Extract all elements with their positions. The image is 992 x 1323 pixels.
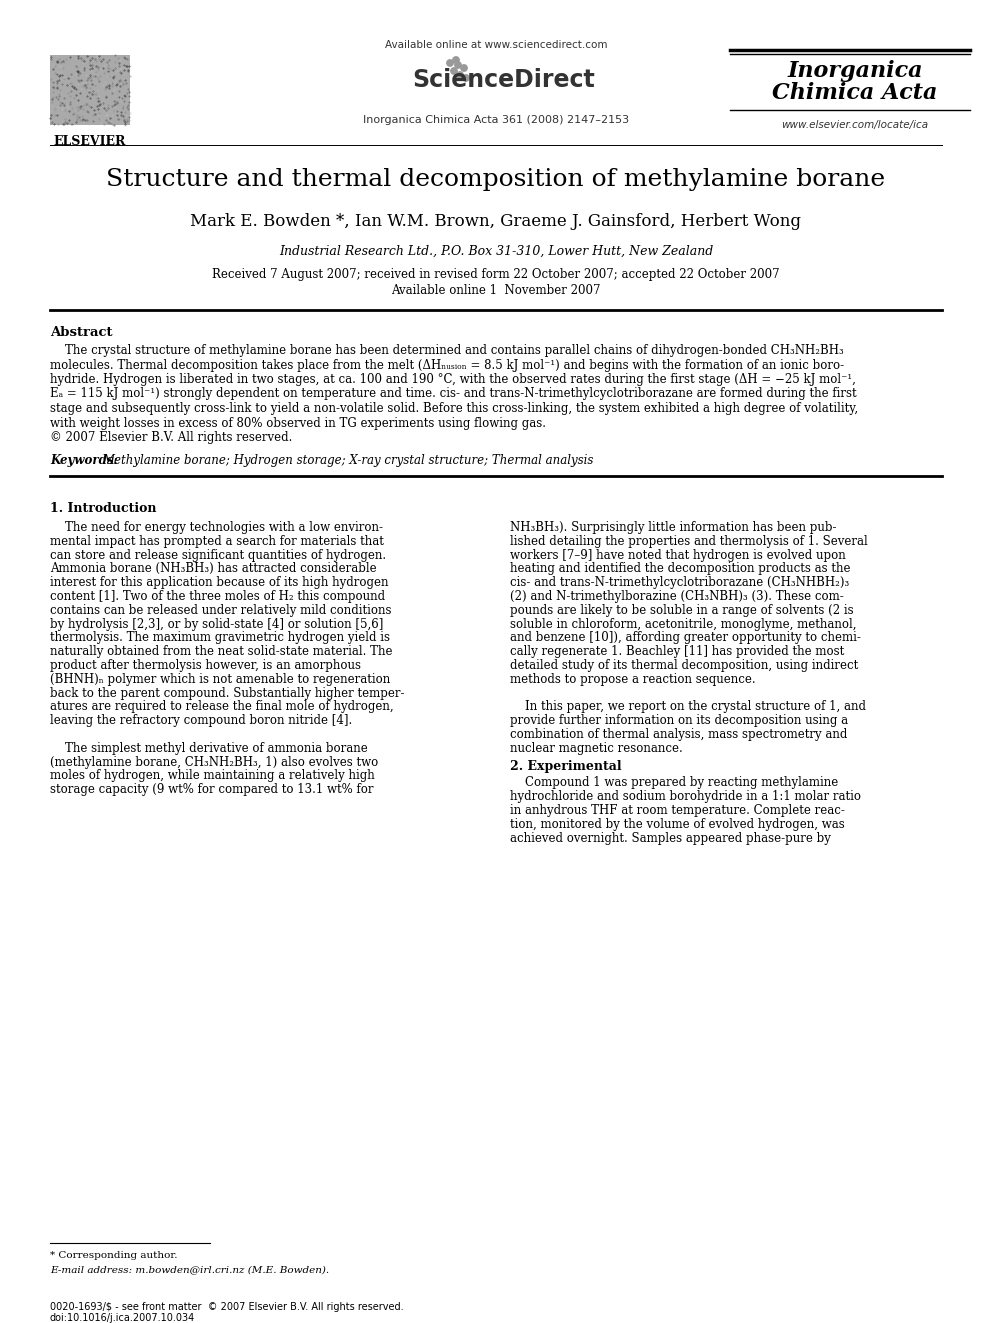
Text: The need for energy technologies with a low environ-: The need for energy technologies with a … xyxy=(50,521,383,534)
Text: naturally obtained from the neat solid-state material. The: naturally obtained from the neat solid-s… xyxy=(50,646,393,659)
Text: in anhydrous THF at room temperature. Complete reac-: in anhydrous THF at room temperature. Co… xyxy=(510,804,845,818)
Text: Received 7 August 2007; received in revised form 22 October 2007; accepted 22 Oc: Received 7 August 2007; received in revi… xyxy=(212,269,780,280)
Text: Compound 1 was prepared by reacting methylamine: Compound 1 was prepared by reacting meth… xyxy=(510,777,838,790)
Text: pounds are likely to be soluble in a range of solvents (2 is: pounds are likely to be soluble in a ran… xyxy=(510,603,854,617)
Text: Inorganica: Inorganica xyxy=(788,60,923,82)
Text: interest for this application because of its high hydrogen: interest for this application because of… xyxy=(50,577,389,589)
Text: thermolysis. The maximum gravimetric hydrogen yield is: thermolysis. The maximum gravimetric hyd… xyxy=(50,631,390,644)
Text: Structure and thermal decomposition of methylamine borane: Structure and thermal decomposition of m… xyxy=(106,168,886,191)
Text: content [1]. Two of the three moles of H₂ this compound: content [1]. Two of the three moles of H… xyxy=(50,590,385,603)
Text: NH₃BH₃). Surprisingly little information has been pub-: NH₃BH₃). Surprisingly little information… xyxy=(510,521,836,534)
Text: Available online at www.sciencedirect.com: Available online at www.sciencedirect.co… xyxy=(385,40,607,50)
Text: hydride. Hydrogen is liberated in two stages, at ca. 100 and 190 °C, with the ob: hydride. Hydrogen is liberated in two st… xyxy=(50,373,856,386)
Bar xyxy=(50,56,130,124)
Text: 2. Experimental: 2. Experimental xyxy=(510,759,622,773)
Text: by hydrolysis [2,3], or by solid-state [4] or solution [5,6]: by hydrolysis [2,3], or by solid-state [… xyxy=(50,618,383,631)
Text: molecules. Thermal decomposition takes place from the melt (ΔHₙᵤₛᵢₒₙ = 8.5 kJ mo: molecules. Thermal decomposition takes p… xyxy=(50,359,844,372)
Text: doi:10.1016/j.ica.2007.10.034: doi:10.1016/j.ica.2007.10.034 xyxy=(50,1312,195,1323)
Text: 0020-1693/$ - see front matter  © 2007 Elsevier B.V. All rights reserved.: 0020-1693/$ - see front matter © 2007 El… xyxy=(50,1302,404,1312)
Text: with weight losses in excess of 80% observed in TG experiments using flowing gas: with weight losses in excess of 80% obse… xyxy=(50,417,546,430)
Text: soluble in chloroform, acetonitrile, monoglyme, methanol,: soluble in chloroform, acetonitrile, mon… xyxy=(510,618,856,631)
Text: stage and subsequently cross-link to yield a non-volatile solid. Before this cro: stage and subsequently cross-link to yie… xyxy=(50,402,858,415)
Text: Ammonia borane (NH₃BH₃) has attracted considerable: Ammonia borane (NH₃BH₃) has attracted co… xyxy=(50,562,377,576)
Text: provide further information on its decomposition using a: provide further information on its decom… xyxy=(510,714,848,728)
Circle shape xyxy=(446,60,453,66)
Text: Abstract: Abstract xyxy=(50,325,112,339)
Text: www.elsevier.com/locate/ica: www.elsevier.com/locate/ica xyxy=(782,120,929,130)
Text: heating and identified the decomposition products as the: heating and identified the decomposition… xyxy=(510,562,850,576)
Text: Mark E. Bowden *, Ian W.M. Brown, Graeme J. Gainsford, Herbert Wong: Mark E. Bowden *, Ian W.M. Brown, Graeme… xyxy=(190,213,802,230)
Text: back to the parent compound. Substantially higher temper-: back to the parent compound. Substantial… xyxy=(50,687,405,700)
Text: The crystal structure of methylamine borane has been determined and contains par: The crystal structure of methylamine bor… xyxy=(50,344,844,357)
Text: Eₐ = 115 kJ mol⁻¹) strongly dependent on temperature and time. cis- and trans-N-: Eₐ = 115 kJ mol⁻¹) strongly dependent on… xyxy=(50,388,857,401)
Text: detailed study of its thermal decomposition, using indirect: detailed study of its thermal decomposit… xyxy=(510,659,858,672)
Text: and benzene [10]), affording greater opportunity to chemi-: and benzene [10]), affording greater opp… xyxy=(510,631,861,644)
Text: achieved overnight. Samples appeared phase-pure by: achieved overnight. Samples appeared pha… xyxy=(510,832,831,844)
Text: tion, monitored by the volume of evolved hydrogen, was: tion, monitored by the volume of evolved… xyxy=(510,818,845,831)
Text: combination of thermal analysis, mass spectrometry and: combination of thermal analysis, mass sp… xyxy=(510,728,847,741)
Text: mental impact has prompted a search for materials that: mental impact has prompted a search for … xyxy=(50,534,384,548)
Text: © 2007 Elsevier B.V. All rights reserved.: © 2007 Elsevier B.V. All rights reserved… xyxy=(50,431,293,445)
Circle shape xyxy=(454,62,461,69)
Text: workers [7–9] have noted that hydrogen is evolved upon: workers [7–9] have noted that hydrogen i… xyxy=(510,549,846,561)
Text: Available online 1  November 2007: Available online 1 November 2007 xyxy=(391,284,601,296)
Text: In this paper, we report on the crystal structure of 1, and: In this paper, we report on the crystal … xyxy=(510,700,866,713)
Text: methods to propose a reaction sequence.: methods to propose a reaction sequence. xyxy=(510,673,756,685)
Text: (2) and N-trimethylborazine (CH₃NBH)₃ (3). These com-: (2) and N-trimethylborazine (CH₃NBH)₃ (3… xyxy=(510,590,844,603)
Text: product after thermolysis however, is an amorphous: product after thermolysis however, is an… xyxy=(50,659,361,672)
Text: (methylamine borane, CH₃NH₂BH₃, 1) also evolves two: (methylamine borane, CH₃NH₂BH₃, 1) also … xyxy=(50,755,378,769)
Text: can store and release significant quantities of hydrogen.: can store and release significant quanti… xyxy=(50,549,386,561)
Text: (BHNH)ₙ polymer which is not amenable to regeneration: (BHNH)ₙ polymer which is not amenable to… xyxy=(50,673,390,685)
Text: Chimica Acta: Chimica Acta xyxy=(773,82,937,105)
Text: Inorganica Chimica Acta 361 (2008) 2147–2153: Inorganica Chimica Acta 361 (2008) 2147–… xyxy=(363,115,629,124)
Circle shape xyxy=(450,67,457,74)
Text: leaving the refractory compound boron nitride [4].: leaving the refractory compound boron ni… xyxy=(50,714,352,728)
Text: cally regenerate 1. Beachley [11] has provided the most: cally regenerate 1. Beachley [11] has pr… xyxy=(510,646,844,659)
Text: lished detailing the properties and thermolysis of 1. Several: lished detailing the properties and ther… xyxy=(510,534,868,548)
Text: ELSEVIER: ELSEVIER xyxy=(54,135,126,148)
Text: The simplest methyl derivative of ammonia borane: The simplest methyl derivative of ammoni… xyxy=(50,742,368,755)
Text: moles of hydrogen, while maintaining a relatively high: moles of hydrogen, while maintaining a r… xyxy=(50,770,375,782)
Text: hydrochloride and sodium borohydride in a 1:1 molar ratio: hydrochloride and sodium borohydride in … xyxy=(510,790,861,803)
Circle shape xyxy=(456,71,463,78)
Circle shape xyxy=(452,57,459,64)
Text: * Corresponding author.: * Corresponding author. xyxy=(50,1252,178,1259)
Text: nuclear magnetic resonance.: nuclear magnetic resonance. xyxy=(510,742,682,755)
Text: ScienceDirect: ScienceDirect xyxy=(413,67,595,93)
Text: cis- and trans-N-trimethylcyclotriborazane (CH₃NHBH₂)₃: cis- and trans-N-trimethylcyclotriboraza… xyxy=(510,577,849,589)
Text: Industrial Research Ltd., P.O. Box 31-310, Lower Hutt, New Zealand: Industrial Research Ltd., P.O. Box 31-31… xyxy=(279,245,713,258)
Text: contains can be released under relatively mild conditions: contains can be released under relativel… xyxy=(50,603,392,617)
Text: E-mail address: m.bowden@irl.cri.nz (M.E. Bowden).: E-mail address: m.bowden@irl.cri.nz (M.E… xyxy=(50,1265,329,1274)
Circle shape xyxy=(463,75,469,81)
Circle shape xyxy=(461,65,467,71)
Text: 1. Introduction: 1. Introduction xyxy=(50,501,157,515)
Text: storage capacity (9 wt% for compared to 13.1 wt% for: storage capacity (9 wt% for compared to … xyxy=(50,783,374,796)
Text: Methylamine borane; Hydrogen storage; X-ray crystal structure; Thermal analysis: Methylamine borane; Hydrogen storage; X-… xyxy=(102,454,593,467)
Text: Keywords:: Keywords: xyxy=(50,454,126,467)
Text: atures are required to release the final mole of hydrogen,: atures are required to release the final… xyxy=(50,700,394,713)
